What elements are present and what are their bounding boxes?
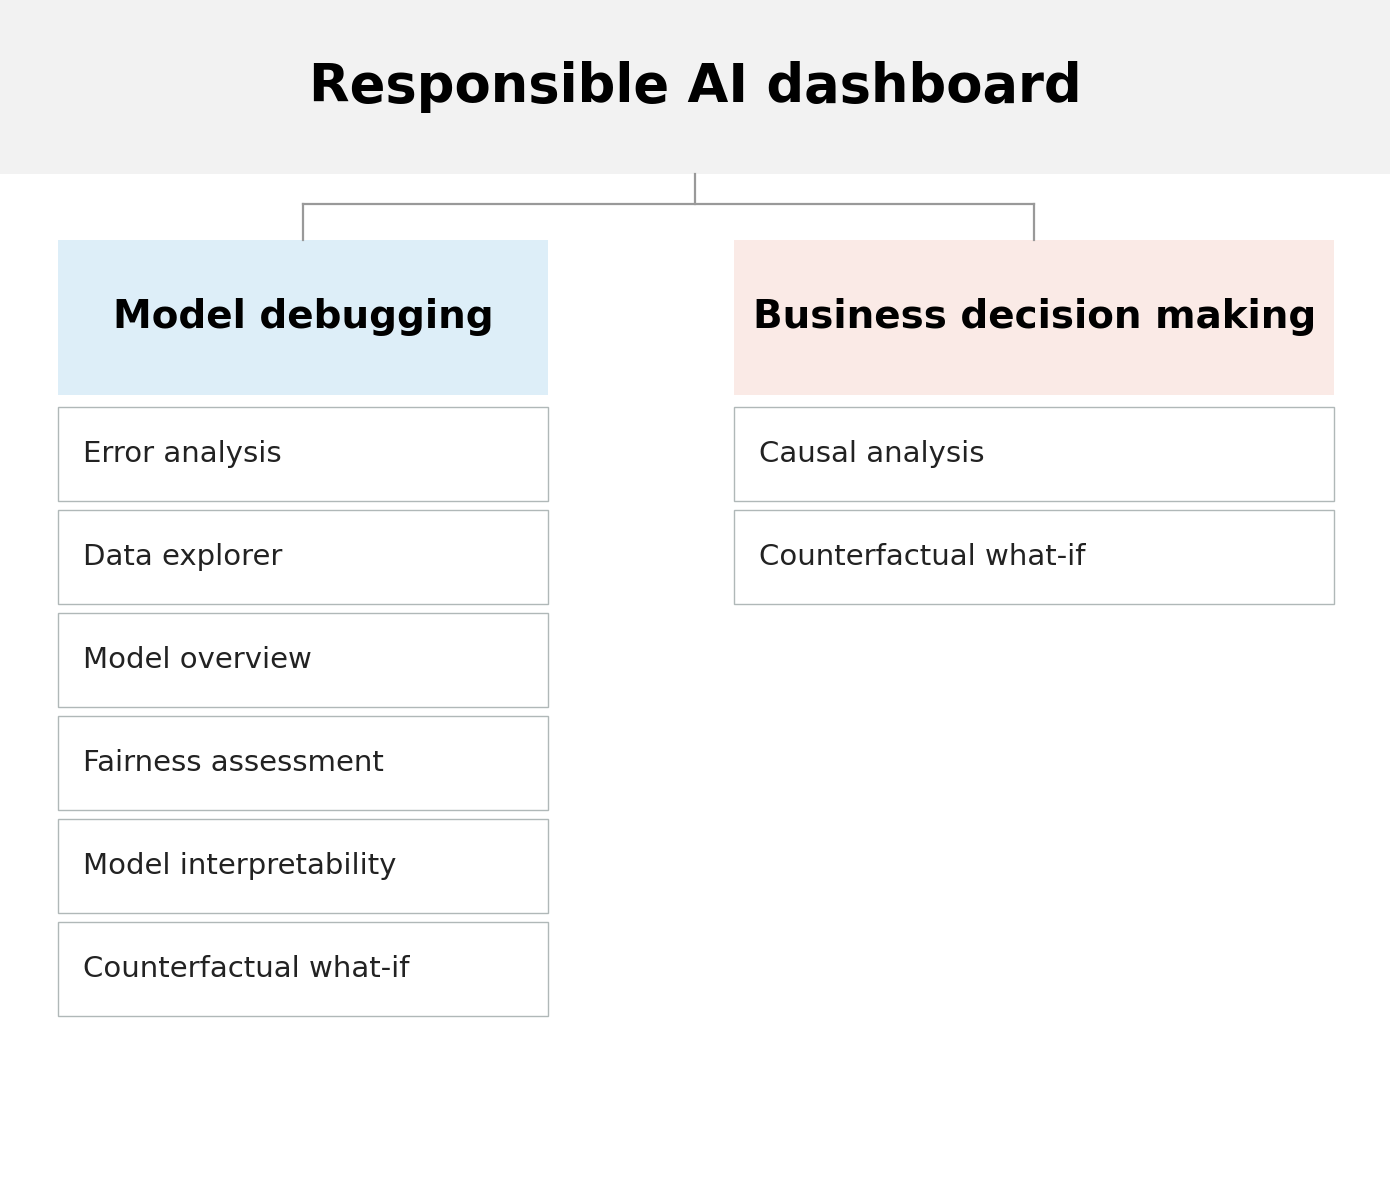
FancyBboxPatch shape [58, 407, 548, 501]
Text: Responsible AI dashboard: Responsible AI dashboard [309, 61, 1081, 113]
Text: Model interpretability: Model interpretability [83, 852, 398, 881]
Text: Model overview: Model overview [83, 646, 313, 674]
FancyBboxPatch shape [734, 240, 1334, 395]
Text: Counterfactual what-if: Counterfactual what-if [83, 955, 410, 984]
FancyBboxPatch shape [58, 240, 548, 395]
FancyBboxPatch shape [734, 510, 1334, 604]
Text: Error analysis: Error analysis [83, 440, 282, 468]
Text: Causal analysis: Causal analysis [759, 440, 984, 468]
Text: Model debugging: Model debugging [113, 298, 493, 337]
FancyBboxPatch shape [734, 407, 1334, 501]
FancyBboxPatch shape [58, 613, 548, 707]
Text: Business decision making: Business decision making [752, 298, 1316, 337]
FancyBboxPatch shape [58, 716, 548, 810]
FancyBboxPatch shape [58, 819, 548, 913]
FancyBboxPatch shape [58, 510, 548, 604]
Text: Fairness assessment: Fairness assessment [83, 749, 384, 778]
Text: Data explorer: Data explorer [83, 543, 282, 571]
FancyBboxPatch shape [58, 922, 548, 1016]
Text: Counterfactual what-if: Counterfactual what-if [759, 543, 1086, 571]
FancyBboxPatch shape [0, 0, 1390, 174]
